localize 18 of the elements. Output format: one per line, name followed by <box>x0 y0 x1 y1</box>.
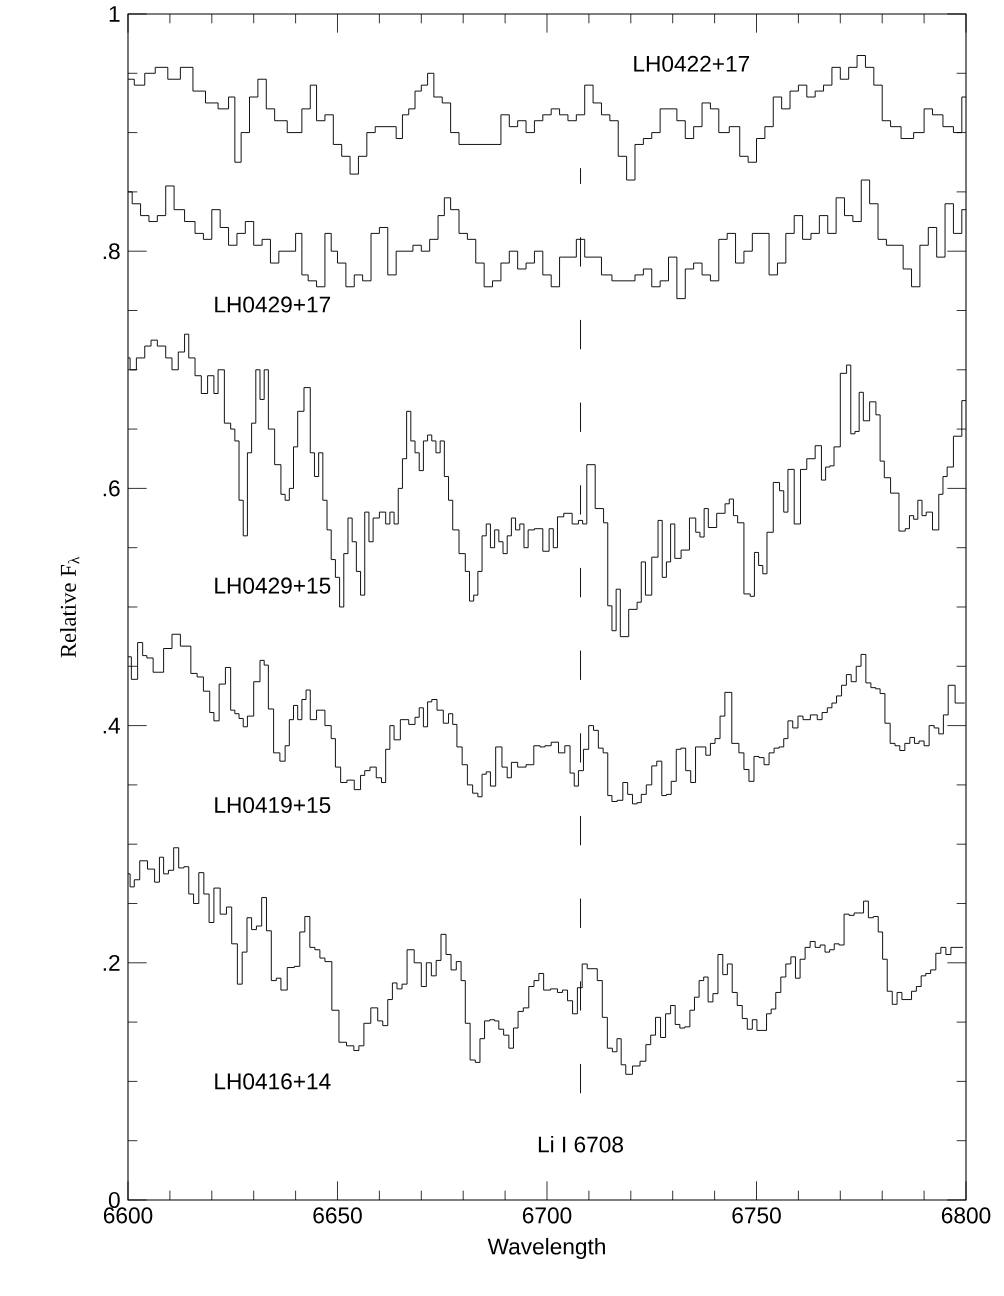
x-tick-label: 6750 <box>732 1207 781 1224</box>
x-tick-label: 6600 <box>103 1207 153 1224</box>
legend-label: LH0422+17 <box>634 55 750 72</box>
y-tick-label: .6 <box>103 480 120 497</box>
series-label: LH0416+14 <box>215 1073 331 1090</box>
y-tick-label: 1 <box>109 6 120 22</box>
y-tick-label: .4 <box>103 717 120 734</box>
x-tick-label: 6800 <box>941 1207 991 1224</box>
y-tick-label: .2 <box>103 954 120 971</box>
series-label: LH0429+17 <box>215 296 331 313</box>
x-tick-label: 6700 <box>522 1207 572 1224</box>
series-label: LH0429+15 <box>215 577 331 594</box>
y-axis-title: Relative F$_{λ}$ <box>60 556 80 658</box>
ref-line-label: Li I 6708 <box>538 1135 623 1153</box>
x-tick-label: 6650 <box>313 1207 362 1224</box>
y-tick-label: .8 <box>103 243 120 260</box>
x-axis-title: Wavelength <box>487 1237 605 1260</box>
series-label: LH0419+15 <box>215 797 331 814</box>
